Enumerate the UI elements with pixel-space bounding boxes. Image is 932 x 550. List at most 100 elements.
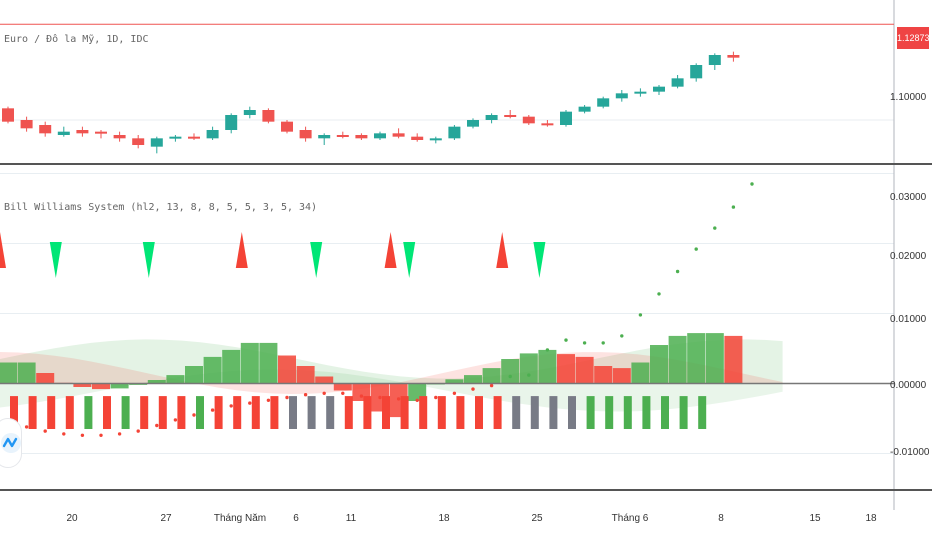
x-axis-tick: 8 [718, 513, 724, 524]
indicator-legend: Bill Williams System (hl2, 13, 8, 8, 5, … [4, 202, 318, 213]
indicator-axis-tick: 0.03000 [890, 192, 927, 203]
psar-dot [341, 391, 345, 395]
psar-dot [601, 341, 605, 345]
psar-dot [508, 374, 512, 379]
psar-dot [24, 425, 29, 429]
fractal-up-marker [384, 232, 397, 268]
psar-dot [396, 397, 401, 401]
candle-body [522, 116, 535, 124]
psar-dot [378, 395, 382, 400]
indicator-axis-tick: 0.00000 [890, 380, 927, 391]
ac-bar [363, 396, 372, 429]
candle-body [411, 136, 424, 140]
x-axis-tick: 18 [438, 513, 450, 524]
ac-bar [140, 396, 149, 429]
psar-dot [229, 404, 233, 408]
candle-body [727, 55, 740, 58]
candle-body [615, 93, 628, 99]
ao-bar [110, 383, 129, 389]
ac-bar [65, 396, 74, 429]
x-axis-tick: 15 [809, 513, 821, 524]
ao-bar [222, 349, 241, 384]
ac-bar [512, 396, 521, 429]
ao-bar [445, 379, 464, 384]
candle-body [578, 106, 591, 112]
candle-body [113, 135, 126, 139]
ac-bar [103, 396, 111, 429]
candle-body [299, 130, 312, 139]
candle-body [318, 135, 331, 139]
tradingview-logo-icon[interactable] [0, 418, 22, 468]
candle-body [392, 133, 405, 137]
price-axis-tick: 1.10000 [890, 92, 927, 103]
ao-bar [73, 383, 92, 387]
ac-bar [456, 396, 465, 429]
psar-dot [285, 395, 289, 400]
psar-dot [155, 423, 159, 428]
ao-bar [259, 342, 278, 384]
x-axis-tick: 27 [160, 513, 172, 524]
psar-dot [136, 429, 140, 433]
candle-body [262, 110, 275, 122]
ao-bar [278, 355, 296, 384]
ac-bar [289, 396, 297, 429]
fractal-down-marker [403, 242, 416, 278]
candle-body [206, 130, 219, 139]
fractal-up-marker [0, 232, 6, 268]
ac-bar [10, 396, 18, 429]
psar-dot [582, 341, 587, 345]
ao-bar [668, 335, 687, 384]
x-axis-tick: 6 [293, 513, 299, 524]
ac-bar [679, 396, 688, 429]
ao-bar [594, 366, 613, 384]
ao-bar [482, 368, 501, 384]
indicator-axis-tick: 0.02000 [890, 251, 927, 262]
psar-dot [545, 348, 550, 352]
ao-bar [538, 349, 557, 384]
fractal-down-marker [310, 242, 323, 278]
x-axis-tick: 25 [531, 513, 543, 524]
x-axis-tick: 20 [66, 513, 78, 524]
ac-bar [586, 396, 595, 429]
fractal-down-marker [49, 242, 62, 278]
psar-dot [266, 398, 271, 402]
ao-bar [464, 375, 482, 384]
candle-body [20, 120, 33, 129]
ao-bar [687, 333, 706, 384]
ac-bar [437, 396, 446, 429]
candle-body [541, 123, 554, 126]
fractal-up-marker [235, 232, 248, 268]
psar-dot [713, 226, 717, 230]
candle-body [281, 121, 293, 132]
psar-dot [322, 391, 326, 395]
fractal-down-marker [533, 242, 546, 278]
psar-dot [675, 269, 680, 274]
ac-bar [196, 396, 204, 429]
fractal-markers [0, 232, 546, 278]
ao-bar [92, 383, 110, 390]
candle-body [690, 65, 703, 79]
ao-bar [519, 353, 538, 384]
psar-dot [750, 182, 754, 186]
ac-bar [661, 396, 669, 429]
ac-bar [28, 396, 37, 429]
last-price-badge: 1.12873 [897, 27, 930, 49]
psar-dot [210, 408, 215, 412]
candle-body [708, 55, 721, 65]
candle-body [634, 91, 647, 94]
psar-dot [117, 432, 122, 436]
ac-bar [177, 396, 186, 429]
psar-dots [6, 182, 754, 437]
ac-bar [549, 396, 558, 429]
candle-body [188, 136, 200, 139]
ac-bar [698, 396, 707, 429]
x-axis-tick: Tháng Năm [213, 513, 267, 524]
candle-body [653, 86, 665, 92]
ac-bar [344, 396, 353, 429]
ac-bar [158, 396, 167, 429]
psar-dot [434, 395, 438, 400]
candle-body [597, 98, 610, 107]
psar-dot [620, 334, 624, 338]
ac-bar [623, 396, 632, 429]
